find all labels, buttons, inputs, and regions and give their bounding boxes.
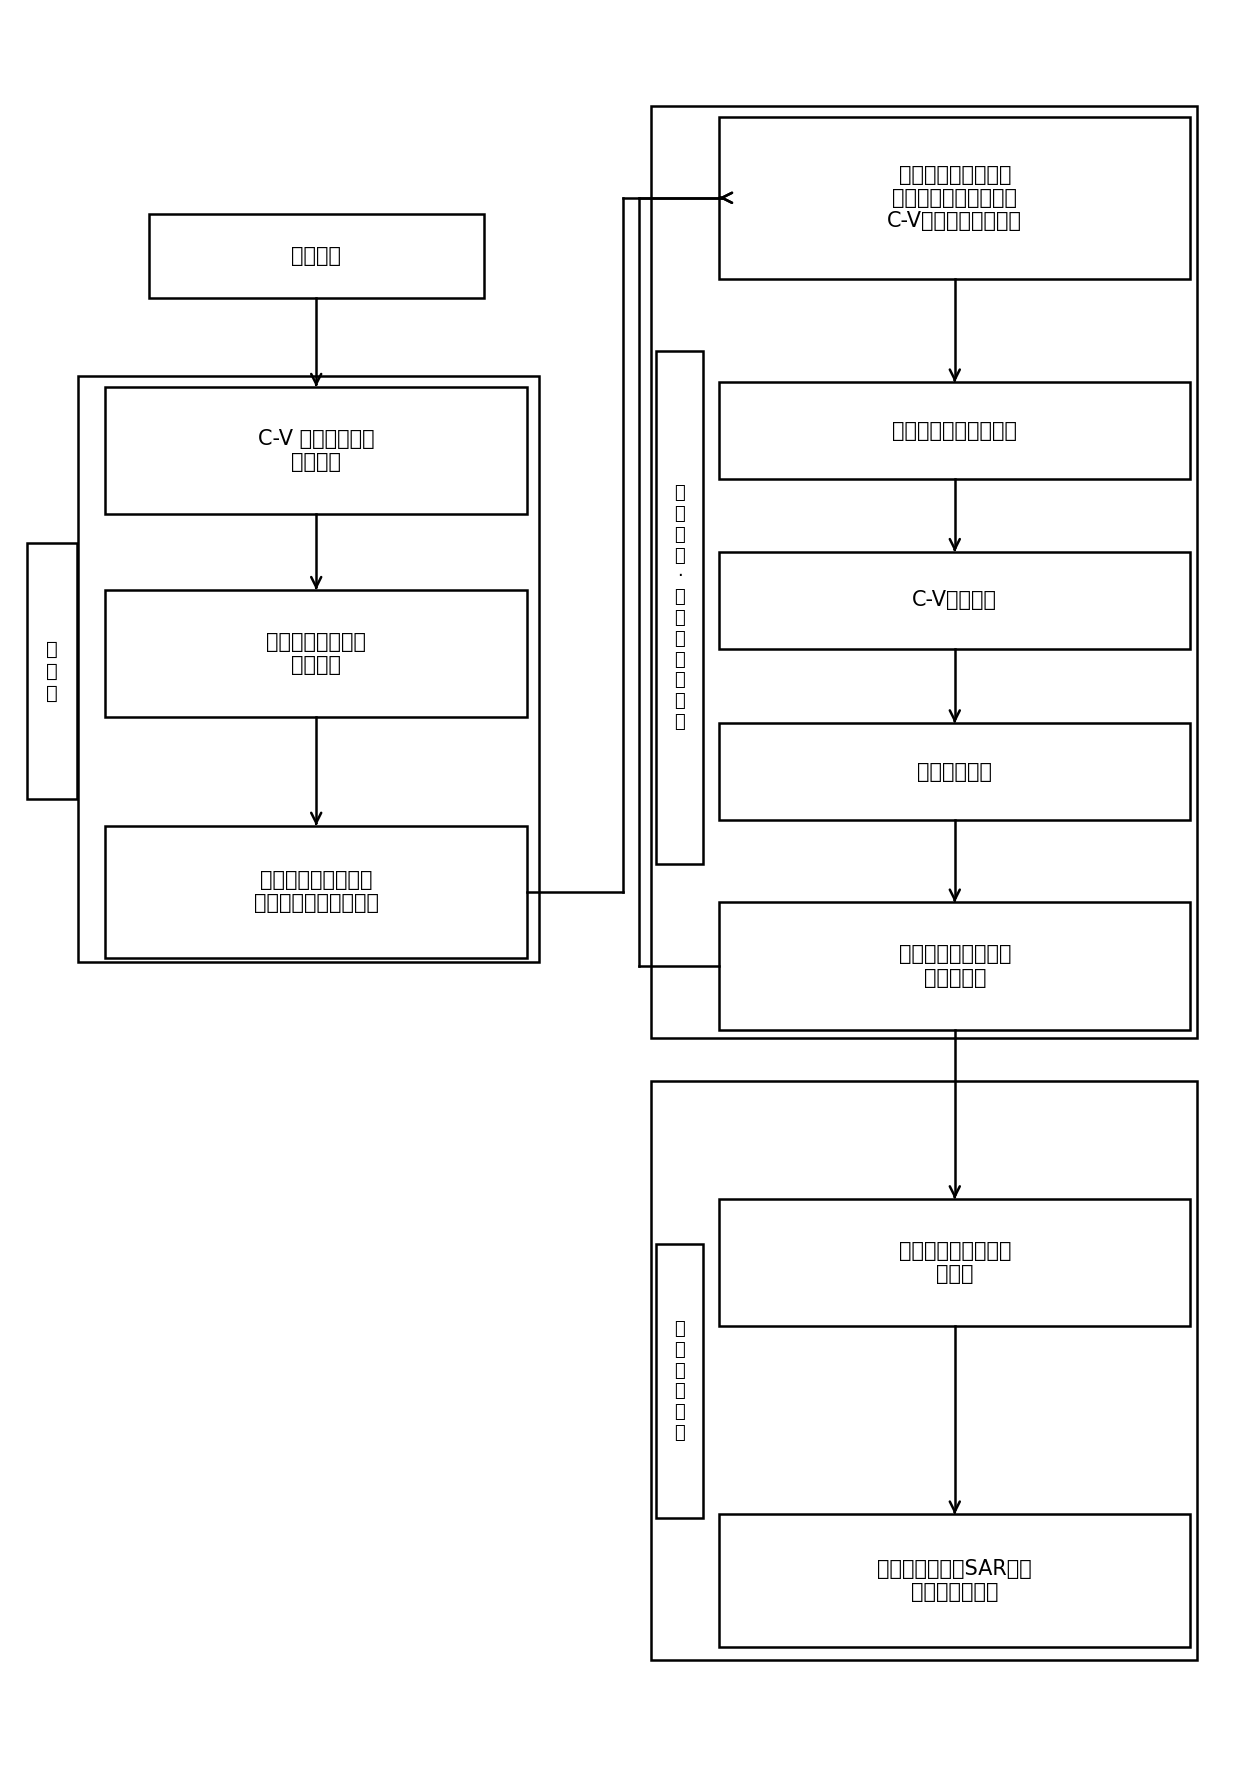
Bar xyxy=(719,1199,1190,1326)
Text: 最大区域处理: 最大区域处理 xyxy=(918,761,992,782)
Bar xyxy=(719,117,1190,279)
Bar xyxy=(719,902,1190,1030)
Text: 重采样生成多尺度
影像序列: 重采样生成多尺度 影像序列 xyxy=(267,632,366,675)
Text: 横向处理后获得SAR影像
海岸线分割结果: 横向处理后获得SAR影像 海岸线分割结果 xyxy=(878,1559,1032,1602)
Bar xyxy=(27,544,77,798)
Text: 迭
代
计
算
·
多
尺
度
通
近
边
界: 迭 代 计 算 · 多 尺 度 通 近 边 界 xyxy=(675,484,684,731)
Bar xyxy=(656,1243,703,1517)
Text: 预
处
理: 预 处 理 xyxy=(46,639,58,703)
Text: 原始影像: 原始影像 xyxy=(291,245,341,267)
Bar xyxy=(651,1081,1197,1660)
Text: C-V分割处理: C-V分割处理 xyxy=(913,590,997,611)
Bar xyxy=(651,106,1197,1038)
Bar xyxy=(719,381,1190,479)
Bar xyxy=(656,351,703,864)
Text: C-V 模型及多尺度
参数设定: C-V 模型及多尺度 参数设定 xyxy=(258,429,374,472)
Text: 得到本级尺度影像的
初始轮廓线: 得到本级尺度影像的 初始轮廓线 xyxy=(899,945,1011,987)
Text: 处
理
最
终
边
界: 处 理 最 终 边 界 xyxy=(675,1319,684,1443)
Text: 巴特沃斯低通滤波处理: 巴特沃斯低通滤波处理 xyxy=(893,420,1017,442)
Bar xyxy=(149,214,484,298)
Bar xyxy=(105,826,527,957)
Bar xyxy=(719,551,1190,648)
Bar xyxy=(105,590,527,717)
Bar xyxy=(719,1513,1190,1646)
Text: 对分辨率最低的尺度
影像进行初始分割处理: 对分辨率最低的尺度 影像进行初始分割处理 xyxy=(254,871,378,913)
Text: 得到最终尺度影像的
轮廓线: 得到最终尺度影像的 轮廓线 xyxy=(899,1241,1011,1284)
Text: 将上一级初始轮廓线
纵向迭代到下一级作为
C-V模型的初始水平集: 将上一级初始轮廓线 纵向迭代到下一级作为 C-V模型的初始水平集 xyxy=(888,164,1022,231)
Bar xyxy=(78,376,539,962)
Bar xyxy=(719,722,1190,819)
Bar xyxy=(105,387,527,514)
